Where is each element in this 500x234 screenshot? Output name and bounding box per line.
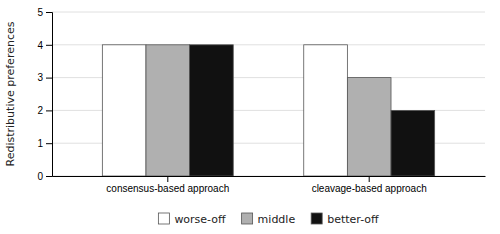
y-tick: 3	[37, 72, 52, 83]
bar	[391, 110, 435, 176]
y-tick-label: 1	[37, 138, 43, 149]
x-tick: cleavage-based approach	[312, 176, 427, 194]
legend-item: middle	[242, 213, 296, 226]
x-axis-line	[53, 176, 486, 177]
series	[190, 45, 435, 176]
y-tick-label: 4	[37, 40, 43, 51]
y-tick: 0	[37, 171, 52, 182]
x-tick-mark	[167, 176, 168, 182]
y-tick-mark	[46, 12, 52, 13]
legend-swatch	[242, 213, 253, 224]
legend-label: worse-off	[174, 213, 226, 226]
grid	[52, 12, 485, 176]
plot: 0 1 2 3 4 5 consensus-based approach cleavage-b…	[37, 7, 485, 194]
legend-item: better-off	[311, 213, 379, 226]
bar	[304, 45, 348, 176]
legend-label: middle	[258, 213, 296, 226]
series	[146, 45, 391, 176]
y-tick: 2	[37, 105, 52, 116]
legend-swatch	[158, 213, 169, 224]
legend-swatch	[311, 213, 322, 224]
y-axis: 0 1 2 3 4 5	[37, 7, 52, 182]
y-tick-label: 3	[37, 72, 43, 83]
y-tick-label: 2	[37, 105, 43, 116]
legend: worse-off middle better-off	[158, 213, 379, 226]
bar	[190, 45, 234, 176]
y-tick: 5	[37, 7, 52, 18]
x-axis: consensus-based approach cleavage-based a…	[53, 176, 486, 194]
y-tick-mark	[46, 45, 52, 46]
series	[102, 45, 347, 176]
y-tick: 4	[37, 40, 52, 51]
y-tick-mark	[46, 110, 52, 111]
bars	[102, 45, 434, 176]
y-tick-mark	[46, 143, 52, 144]
y-tick-mark	[46, 78, 52, 79]
x-tick-label: consensus-based approach	[106, 183, 229, 194]
y-tick-label: 5	[37, 7, 43, 18]
chart: 0 1 2 3 4 5 consensus-based approach cleavage-b…	[0, 0, 500, 234]
y-tick: 1	[37, 138, 52, 149]
x-tick-mark	[369, 176, 370, 182]
bar	[347, 78, 391, 176]
y-axis-line	[46, 13, 53, 177]
y-axis-title: Redistributive preferences	[4, 21, 17, 166]
x-tick: consensus-based approach	[106, 176, 229, 194]
legend-label: better-off	[327, 213, 379, 226]
bar	[146, 45, 190, 176]
grid-line	[52, 12, 485, 13]
x-tick-label: cleavage-based approach	[312, 183, 427, 194]
bar	[102, 45, 146, 176]
legend-item: worse-off	[158, 213, 226, 226]
y-tick-mark	[46, 176, 52, 177]
y-tick-label: 0	[37, 171, 43, 182]
